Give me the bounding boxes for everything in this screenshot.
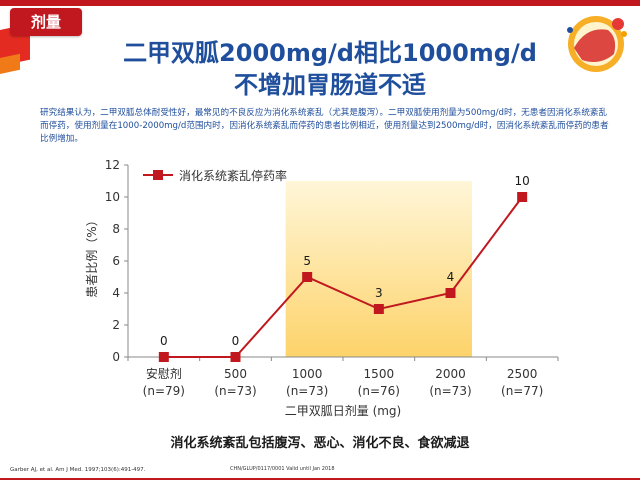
data-label: 0: [232, 334, 240, 348]
y-tick-label: 4: [112, 286, 120, 300]
summary-paragraph: 研究结果认为，二甲双胍总体耐受性好，最常见的不良反应为消化系统紊乱（尤其是腹泻）…: [40, 108, 609, 144]
data-point: [373, 304, 384, 314]
x-tick-sublabel: (n=76): [358, 384, 400, 398]
bottom-strip: [0, 478, 640, 480]
x-tick-label: 2000: [435, 367, 466, 381]
x-tick-label: 安慰剂: [146, 366, 182, 381]
data-label: 3: [375, 286, 383, 300]
x-tick-sublabel: (n=79): [143, 384, 185, 398]
series-line: [163, 196, 523, 358]
x-tick-sublabel: (n=73): [286, 384, 328, 398]
top-red-band: [0, 0, 640, 6]
x-tick-sublabel: (n=73): [214, 384, 256, 398]
document-code: CHN/GLUP/0117/0001 Valid until Jan 2018: [230, 466, 335, 472]
y-tick-label: 6: [112, 254, 120, 268]
section-badge: 剂量: [10, 8, 82, 36]
data-label: 5: [303, 254, 311, 268]
x-tick-label: 2500: [507, 367, 538, 381]
x-tick-sublabel: (n=73): [429, 384, 471, 398]
brand-logo-icon: [567, 16, 627, 72]
data-label: 0: [160, 334, 168, 348]
footnote-bold: 消化系统紊乱包括腹泻、恶心、消化不良、食欲减退: [170, 436, 470, 451]
x-tick-label: 1500: [364, 367, 395, 381]
data-point: [445, 288, 456, 298]
y-tick-label: 8: [112, 222, 120, 236]
y-tick-label: 2: [112, 318, 120, 332]
y-axis-label: 患者比例（%）: [85, 214, 99, 297]
legend-marker: [153, 170, 163, 180]
x-tick-label: 1000: [292, 367, 323, 381]
page-title-line1: 二甲双胍2000mg/d相比1000mg/d: [123, 39, 537, 67]
y-tick-label: 10: [105, 190, 120, 204]
reference-citation: Garber AJ, et al. Am J Med. 1997;103(6):…: [10, 467, 146, 473]
data-label: 4: [447, 270, 455, 284]
data-point: [230, 352, 241, 362]
x-tick-label: 500: [224, 367, 247, 381]
data-label: 10: [515, 174, 530, 188]
x-tick-sublabel: (n=77): [501, 384, 543, 398]
legend-label: 消化系统紊乱停药率: [179, 168, 287, 183]
y-tick-label: 12: [105, 158, 120, 172]
data-point: [302, 272, 313, 282]
x-axis-label: 二甲双胍日剂量 (mg): [285, 403, 402, 418]
page-title-line2: 不增加胃肠道不适: [234, 71, 426, 99]
y-tick-label: 0: [112, 350, 120, 364]
data-point: [517, 192, 528, 202]
data-point: [158, 352, 169, 362]
highlight-band: [285, 181, 472, 357]
